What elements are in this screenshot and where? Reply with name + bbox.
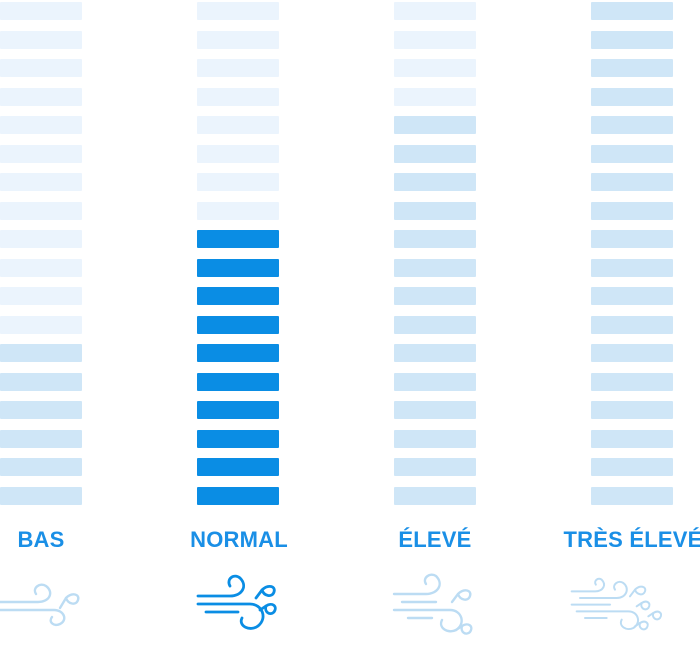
level-segment bbox=[591, 458, 673, 476]
level-segment bbox=[197, 59, 279, 77]
level-bar-bas[interactable] bbox=[0, 0, 82, 510]
level-segment bbox=[0, 372, 82, 391]
level-label-normal[interactable]: NORMAL bbox=[190, 527, 288, 552]
level-segment bbox=[197, 401, 279, 419]
level-segment bbox=[0, 30, 82, 49]
level-label-tres-eleve[interactable]: TRÈS ÉLEVÉ bbox=[563, 527, 700, 552]
level-segment bbox=[394, 2, 476, 20]
level-segment bbox=[197, 458, 279, 476]
wind-leaves-icon bbox=[392, 568, 492, 648]
level-bar-eleve[interactable] bbox=[394, 0, 476, 510]
level-segment bbox=[591, 401, 673, 419]
level-segment bbox=[0, 486, 82, 505]
level-segment bbox=[394, 429, 476, 448]
level-segment bbox=[591, 59, 673, 77]
level-segment bbox=[0, 344, 82, 362]
level-segment bbox=[394, 144, 476, 163]
level-segment bbox=[394, 59, 476, 77]
level-segment bbox=[591, 30, 673, 49]
level-bar-normal[interactable] bbox=[197, 0, 279, 510]
level-segment bbox=[394, 173, 476, 191]
level-segment bbox=[394, 372, 476, 391]
level-segment bbox=[591, 144, 673, 163]
level-segment bbox=[394, 344, 476, 362]
level-segment bbox=[0, 2, 82, 20]
level-segment bbox=[197, 486, 279, 505]
wind-leaves-icon-svg bbox=[196, 574, 277, 630]
level-segment bbox=[591, 116, 673, 134]
level-segment bbox=[197, 287, 279, 305]
level-segment bbox=[0, 59, 82, 77]
level-segment bbox=[197, 258, 279, 277]
level-segment bbox=[0, 401, 82, 419]
level-segment bbox=[0, 287, 82, 305]
level-segment bbox=[394, 258, 476, 277]
level-label-bas[interactable]: BAS bbox=[17, 527, 65, 552]
level-segment bbox=[197, 315, 279, 334]
level-segment bbox=[197, 429, 279, 448]
level-segment bbox=[197, 30, 279, 49]
level-segment bbox=[0, 116, 82, 134]
level-segment bbox=[0, 144, 82, 163]
level-segment bbox=[0, 230, 82, 248]
level-segment bbox=[394, 30, 476, 49]
level-segment bbox=[0, 458, 82, 476]
level-segment bbox=[197, 344, 279, 362]
level-segment bbox=[394, 87, 476, 106]
wind-leaves-icon-svg bbox=[392, 573, 473, 635]
level-segment bbox=[197, 116, 279, 134]
level-segment bbox=[0, 173, 82, 191]
level-segment bbox=[591, 287, 673, 305]
level-segment bbox=[394, 116, 476, 134]
level-segment bbox=[394, 201, 476, 220]
level-segment bbox=[0, 258, 82, 277]
wind-leaves-icon bbox=[196, 568, 296, 648]
wind-leaves-icon-svg bbox=[0, 583, 80, 627]
wind-leaves-icon-svg bbox=[570, 577, 663, 631]
level-segment bbox=[0, 429, 82, 448]
level-segment bbox=[591, 429, 673, 448]
level-segment bbox=[591, 486, 673, 505]
level-segment bbox=[591, 230, 673, 248]
level-segment bbox=[0, 315, 82, 334]
level-segment bbox=[591, 173, 673, 191]
level-segment bbox=[197, 2, 279, 20]
level-segment bbox=[394, 230, 476, 248]
level-segment bbox=[591, 201, 673, 220]
level-segment bbox=[0, 201, 82, 220]
level-segment bbox=[197, 87, 279, 106]
level-segment bbox=[197, 230, 279, 248]
level-segment bbox=[394, 486, 476, 505]
level-segment bbox=[591, 87, 673, 106]
level-segment bbox=[394, 401, 476, 419]
level-segment bbox=[197, 144, 279, 163]
level-segment bbox=[394, 287, 476, 305]
level-segment bbox=[197, 201, 279, 220]
level-segment bbox=[0, 87, 82, 106]
level-segment bbox=[591, 315, 673, 334]
level-segment bbox=[591, 372, 673, 391]
level-segment bbox=[591, 344, 673, 362]
level-segment bbox=[197, 372, 279, 391]
level-segment bbox=[591, 2, 673, 20]
level-segment bbox=[394, 315, 476, 334]
level-segment bbox=[394, 458, 476, 476]
level-label-eleve[interactable]: ÉLEVÉ bbox=[398, 527, 472, 552]
wind-leaves-icon bbox=[570, 568, 670, 648]
level-segment bbox=[197, 173, 279, 191]
level-bar-tres-eleve[interactable] bbox=[591, 0, 673, 510]
wind-leaves-icon bbox=[0, 568, 98, 648]
level-segment bbox=[591, 258, 673, 277]
